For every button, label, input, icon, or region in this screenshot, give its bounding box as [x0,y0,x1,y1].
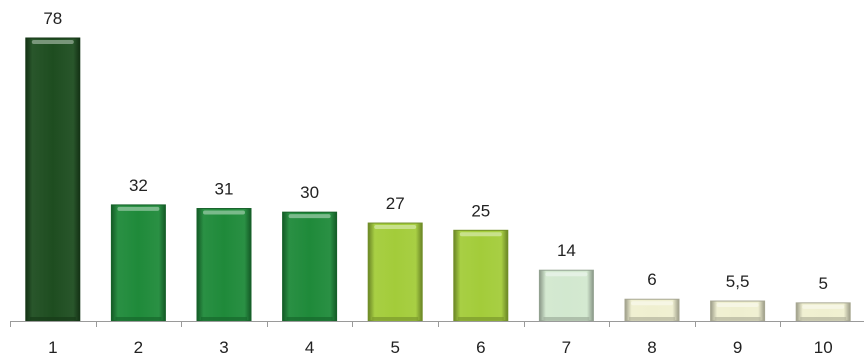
x-tick-label: 8 [647,338,656,356]
value-labels-group: 78 32 31 30 27 25 14 6 5,5 5 [43,9,828,293]
bar-bevel-bottom [543,317,590,320]
bar-bevel-bottom [286,317,333,320]
bar-highlight [631,301,673,306]
value-label: 6 [647,270,656,289]
bar-highlight [802,304,845,309]
x-tick-label: 5 [390,338,399,356]
bar-bevel-bottom [115,317,162,320]
value-label: 25 [471,201,490,220]
value-label: 5 [818,274,827,293]
bar-bevel-bottom [800,317,847,320]
x-tick-label: 1 [48,338,57,356]
x-tick-labels-group: 1 2 3 4 5 6 7 8 9 10 [48,338,833,356]
bar-bevel-bottom [457,317,504,320]
x-tick-label: 6 [476,338,485,356]
bar-bevel-bottom [629,317,675,320]
bar-2 [110,204,166,322]
x-tick-label: 9 [733,338,742,356]
x-ticks-group [10,321,781,327]
value-label: 14 [557,241,576,260]
value-label: 31 [215,180,234,199]
value-label: 30 [300,183,319,202]
value-label: 78 [43,9,62,28]
bar-4 [282,211,338,322]
bar-bevel-bottom [372,317,419,320]
x-tick-label: 4 [305,338,314,356]
bar-1 [25,37,81,322]
bar-3 [196,208,252,322]
bars-group [25,37,851,322]
value-label: 27 [386,194,405,213]
bar-highlight [288,214,331,219]
bar-highlight [545,272,588,277]
bar-highlight [203,210,245,215]
bar-highlight [31,40,74,44]
bar-bevel-bottom [201,317,247,320]
bar-7 [538,269,594,322]
bar-6 [453,229,509,322]
bar-highlight [716,303,759,308]
x-tick-label: 2 [134,338,143,356]
value-label: 32 [129,176,148,195]
bar-bevel-bottom [714,317,761,320]
bar-highlight [374,225,417,230]
x-tick-label: 10 [814,338,833,356]
bar-5 [367,222,423,322]
bar-bevel-bottom [29,317,76,320]
x-tick-label: 3 [219,338,228,356]
bar-highlight [117,206,160,211]
bar-highlight [459,232,502,237]
value-label: 5,5 [726,272,750,291]
x-tick-label: 7 [562,338,571,356]
